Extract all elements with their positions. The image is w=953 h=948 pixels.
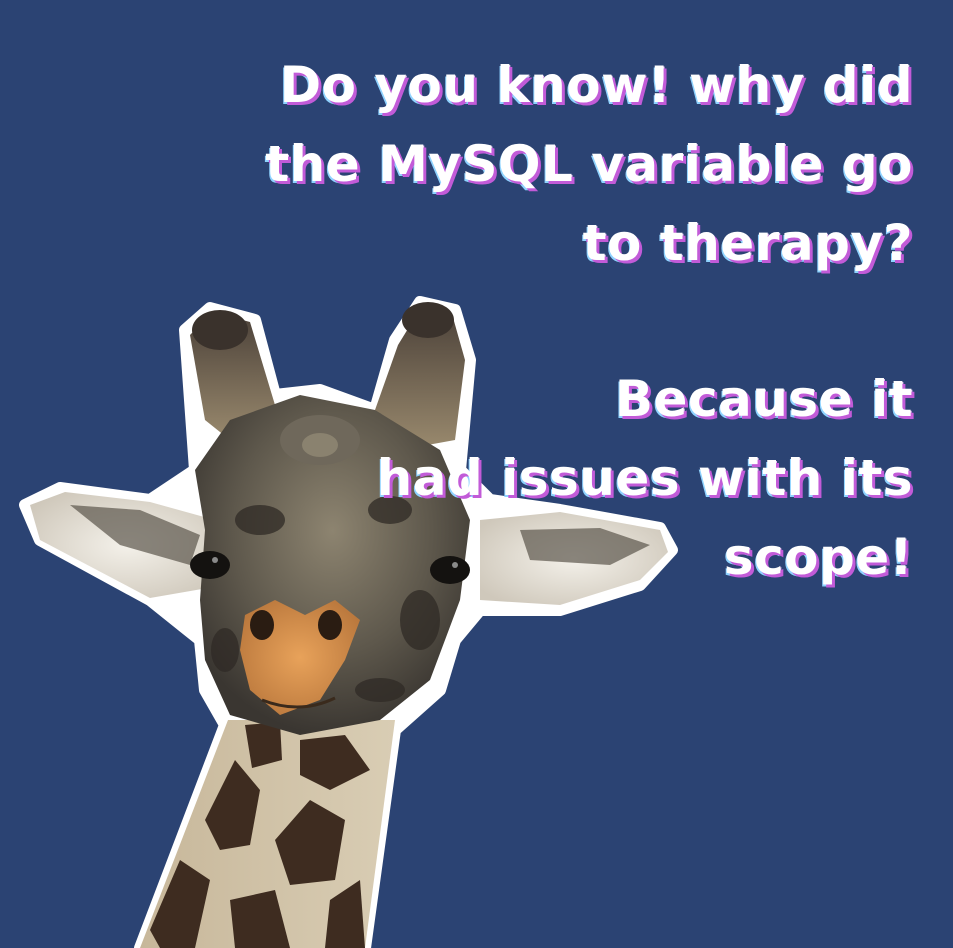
joke-question-line: to therapy? [582, 214, 913, 272]
joke-answer: Because it had issues with its scope! [377, 360, 913, 597]
joke-answer-line: had issues with its [376, 449, 913, 507]
joke-answer-line: Because it [614, 370, 913, 428]
joke-answer-line: scope! [723, 528, 913, 586]
joke-question-line: Do you know! why did [279, 56, 913, 114]
joke-question: Do you know! why did the MySQL variable … [265, 46, 913, 283]
joke-question-line: the MySQL variable go [265, 135, 913, 193]
